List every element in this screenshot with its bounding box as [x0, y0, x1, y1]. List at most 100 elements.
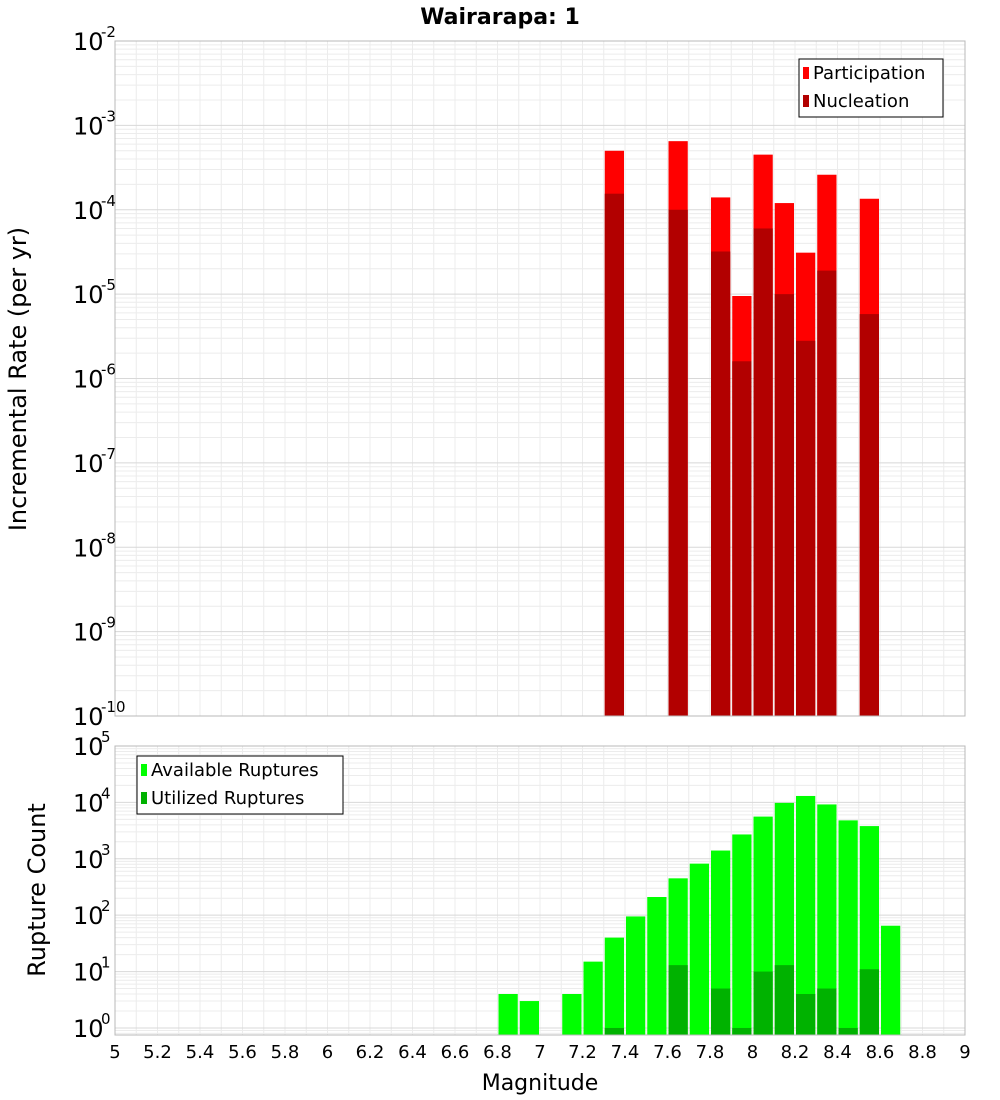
count-bar — [881, 925, 901, 1035]
count-grid — [115, 745, 965, 1035]
x-tick-label: 7.8 — [696, 1042, 725, 1063]
x-tick-label: 5.2 — [143, 1042, 172, 1063]
x-tick-label: 7.2 — [568, 1042, 597, 1063]
count-y-tick-exponent: 2 — [101, 897, 111, 915]
count-bar — [796, 994, 816, 1035]
rate-y-tick-label: 10 — [73, 619, 104, 647]
x-tick-label: 6 — [322, 1042, 333, 1063]
x-tick-label: 8.4 — [823, 1042, 852, 1063]
rate-y-tick-label: 10 — [73, 197, 104, 225]
rate-bar — [859, 314, 879, 716]
rate-bar — [711, 251, 731, 716]
rate-y-tick-label: 10 — [73, 450, 104, 478]
x-tick-label: 7 — [534, 1042, 545, 1063]
rate-plot-frame — [114, 40, 966, 717]
rate-bar — [796, 340, 816, 716]
count-bar — [604, 1027, 624, 1035]
rate-y-tick-exponent: -9 — [101, 614, 116, 632]
count-bar — [562, 994, 582, 1035]
count-y-tick-exponent: 4 — [101, 784, 111, 802]
x-tick-label: 8 — [747, 1042, 758, 1063]
count-y-tick-label: 10 — [73, 733, 104, 761]
count-legend-swatch — [141, 792, 147, 804]
rate-legend-swatch — [803, 67, 809, 79]
count-bar — [604, 937, 624, 1035]
count-bar — [711, 988, 731, 1035]
count-legend: Available Ruptures Utilized Ruptures — [136, 755, 344, 815]
count-y-tick-exponent: 1 — [101, 954, 111, 972]
count-legend-box — [136, 755, 344, 815]
count-y-tick-exponent: 5 — [101, 728, 111, 746]
count-bar — [817, 988, 837, 1035]
count-legend-label: Utilized Ruptures — [151, 788, 304, 809]
rate-y-tick-exponent: -2 — [101, 23, 116, 41]
count-y-tick-exponent: 0 — [101, 1010, 111, 1028]
x-ticks: 5 5.2 5.4 5.6 5.8 6 6.2 6.4 6.6 6.8 7 7.2 7.4 7.6 7.8 8… — [109, 1042, 970, 1063]
count-legend-label: Available Ruptures — [151, 760, 319, 781]
count-bars — [498, 795, 901, 1035]
x-tick-label: 7.4 — [611, 1042, 640, 1063]
count-bar — [583, 961, 603, 1035]
rate-legend-label: Participation — [813, 63, 925, 84]
count-y-tick-label: 10 — [73, 959, 104, 987]
x-tick-label: 5.6 — [228, 1042, 257, 1063]
x-tick-label: 5.4 — [186, 1042, 215, 1063]
count-y-tick-label: 10 — [73, 789, 104, 817]
rate-y-tick-exponent: -8 — [101, 529, 116, 547]
count-bar — [796, 795, 816, 1035]
rate-y-tick-label: 10 — [73, 534, 104, 562]
count-bar — [859, 969, 879, 1035]
rate-y-tick-exponent: -4 — [101, 192, 116, 210]
rate-legend-box — [798, 58, 944, 118]
count-bar — [838, 1027, 858, 1035]
x-tick-label: 6.8 — [483, 1042, 512, 1063]
rate-bar — [817, 270, 837, 716]
x-tick-label: 5 — [109, 1042, 120, 1063]
rate-y-tick-label: 10 — [73, 281, 104, 309]
count-bar — [647, 897, 667, 1035]
rate-y-tick-exponent: -3 — [101, 107, 116, 125]
rate-y-tick-label: 10 — [73, 28, 104, 56]
count-bar — [774, 965, 794, 1035]
chart-title: Wairarapa: 1 — [420, 5, 580, 30]
rate-y-tick-label: 10 — [73, 366, 104, 394]
x-tick-label: 9 — [959, 1042, 970, 1063]
rate-y-tick-exponent: -7 — [101, 445, 116, 463]
count-bar — [689, 863, 709, 1035]
rate-bars — [604, 141, 879, 717]
count-y-tick-label: 10 — [73, 902, 104, 930]
x-tick-label: 6.2 — [356, 1042, 385, 1063]
count-legend-swatch — [141, 764, 147, 776]
rate-y-tick-exponent: -5 — [101, 276, 116, 294]
count-bar — [626, 916, 646, 1035]
count-bar — [668, 965, 688, 1035]
rate-y-tick-label: 10 — [73, 703, 104, 731]
rate-bar — [732, 361, 752, 716]
x-axis-label: Magnitude — [482, 1071, 599, 1096]
x-tick-label: 8.2 — [781, 1042, 810, 1063]
rate-y-tick-label: 10 — [73, 112, 104, 140]
count-y-tick-label: 10 — [73, 846, 104, 874]
rate-bar — [668, 209, 688, 716]
count-bar — [732, 834, 752, 1035]
x-tick-label: 7.6 — [653, 1042, 682, 1063]
rate-legend-label: Nucleation — [813, 91, 909, 112]
x-tick-label: 6.6 — [441, 1042, 470, 1063]
x-tick-label: 8.6 — [866, 1042, 895, 1063]
x-tick-label: 6.4 — [398, 1042, 427, 1063]
rate-y-tick-exponent: -6 — [101, 361, 116, 379]
rate-bar — [604, 193, 624, 716]
rate-bar — [774, 294, 794, 716]
x-tick-label: 8.8 — [908, 1042, 937, 1063]
count-y-axis-label: Rupture Count — [23, 803, 51, 977]
count-y-tick-exponent: 3 — [101, 841, 111, 859]
rate-legend: Participation Nucleation — [798, 58, 944, 118]
count-bar — [817, 804, 837, 1035]
count-bar — [838, 820, 858, 1035]
rate-y-axis-label: Incremental Rate (per yr) — [4, 227, 32, 531]
count-bar — [753, 971, 773, 1035]
